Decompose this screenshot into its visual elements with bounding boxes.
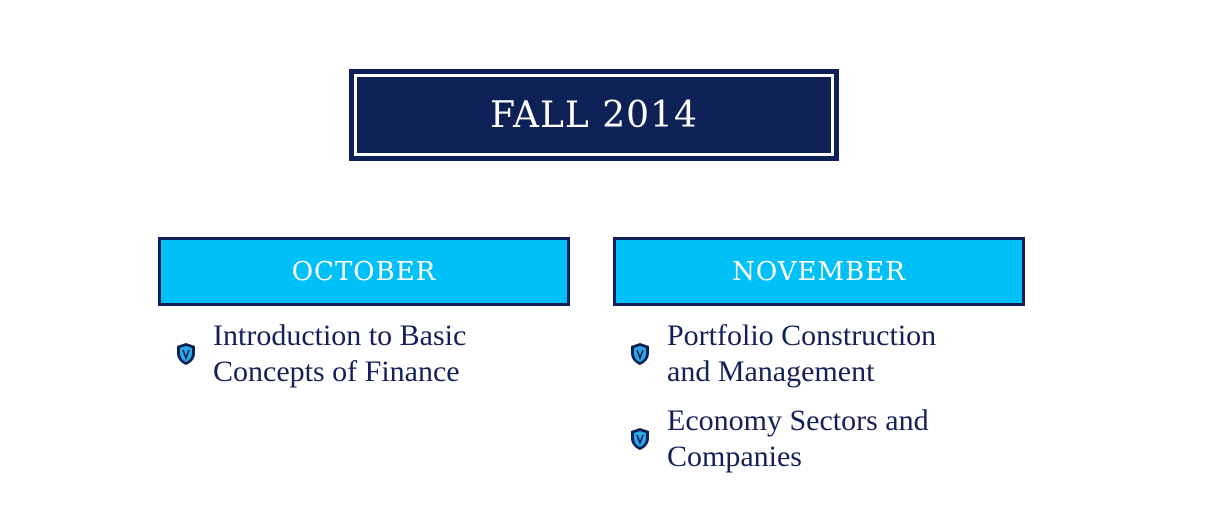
shield-icon [631, 343, 649, 365]
october-topic-list: Introduction to Basic Concepts of Financ… [175, 318, 543, 403]
topic-line: Portfolio Construction [667, 319, 937, 352]
month-header-november: NOVEMBER [613, 237, 1025, 306]
shield-icon [631, 428, 649, 450]
topic-text: Introduction to Basic Concepts of Financ… [213, 318, 543, 390]
month-label: OCTOBER [291, 256, 437, 287]
list-item: Introduction to Basic Concepts of Financ… [175, 318, 543, 390]
month-header-october: OCTOBER [158, 237, 570, 306]
topic-text: Economy Sectors and Companies [667, 403, 997, 475]
month-label: NOVEMBER [732, 256, 906, 287]
topic-line: Concepts of Finance [213, 355, 460, 388]
list-item: Portfolio Construction and Management [629, 318, 997, 390]
november-topic-list: Portfolio Construction and Management Ec… [629, 318, 997, 488]
topic-line: and Management [667, 355, 875, 388]
shield-icon [177, 343, 195, 365]
topic-line: Economy Sectors and [667, 404, 929, 437]
list-item: Economy Sectors and Companies [629, 403, 997, 475]
topic-line: Introduction to Basic [213, 319, 467, 352]
topic-text: Portfolio Construction and Management [667, 318, 997, 390]
title-banner: FALL 2014 [349, 69, 839, 161]
title-banner-inner: FALL 2014 [354, 74, 834, 156]
topic-line: Companies [667, 440, 802, 473]
page-title: FALL 2014 [490, 94, 698, 136]
